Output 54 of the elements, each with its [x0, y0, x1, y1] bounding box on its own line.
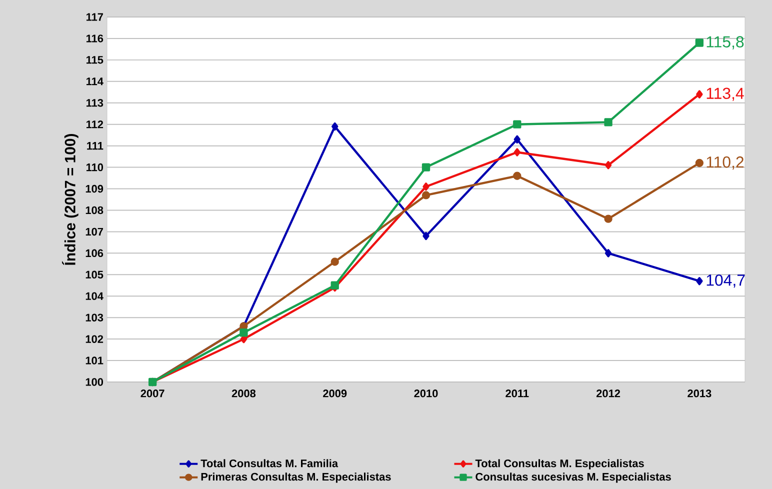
x-tick-label: 2012 [596, 390, 620, 398]
point [696, 277, 703, 286]
legend-label: Consultas sucesivas M. Especialistas [476, 472, 671, 483]
x-tick-label: 2009 [323, 390, 347, 398]
point [513, 172, 522, 180]
data-label: 110,2 [706, 156, 744, 170]
y-tick-label: 109 [86, 184, 104, 193]
x-tick-label: 2007 [140, 390, 164, 398]
y-tick-label: 108 [86, 206, 104, 214]
point [604, 214, 612, 223]
y-tick-label: 103 [86, 314, 104, 322]
y-tick-label: 106 [86, 249, 104, 258]
point [422, 182, 430, 191]
data-label: 115,8 [706, 36, 744, 50]
y-tick-label: 116 [86, 34, 104, 42]
y-tick-label: 105 [86, 270, 104, 279]
legend-label: Total Consultas M. Familia [200, 459, 338, 468]
point [330, 281, 339, 290]
y-tick-label: 117 [86, 13, 103, 21]
data-label: 113,4 [706, 88, 744, 101]
y-tick-label: 112 [86, 120, 104, 128]
y-tick-label: 114 [86, 78, 104, 86]
x-tick-label: 2010 [414, 390, 438, 398]
y-tick-label: 113 [86, 99, 104, 107]
x-tick-label: 2011 [506, 390, 529, 398]
point [330, 258, 339, 266]
point [514, 135, 520, 144]
point [422, 232, 430, 240]
point [604, 118, 612, 126]
y-tick-label: 107 [86, 228, 103, 236]
y-tick-label: 104 [86, 292, 104, 300]
y-tick-label: 115 [86, 56, 104, 64]
point [422, 191, 430, 200]
point [240, 328, 248, 337]
point [604, 161, 612, 170]
point [422, 163, 430, 172]
point [695, 38, 704, 47]
y-axis-title: Índice (2007 = 100) [62, 134, 78, 265]
y-tick-label: 110 [86, 163, 104, 172]
y-tick-label: 102 [86, 335, 104, 343]
legend-label: Total Consultas M. Especialistas [475, 459, 644, 470]
y-tick-label: 101 [86, 356, 104, 364]
y-tick-label: 100 [86, 378, 104, 386]
point [604, 249, 612, 258]
legend-label: Primeras Consultas M. Especialistas [201, 472, 391, 483]
point [695, 158, 704, 168]
data-label: 104,7 [706, 274, 745, 288]
x-tick-label: 2013 [688, 390, 712, 398]
x-tick-label: 2008 [232, 390, 256, 398]
point [332, 122, 338, 131]
point [696, 90, 703, 98]
y-tick-label: 111 [87, 142, 104, 150]
point [513, 120, 522, 128]
point [514, 148, 520, 156]
